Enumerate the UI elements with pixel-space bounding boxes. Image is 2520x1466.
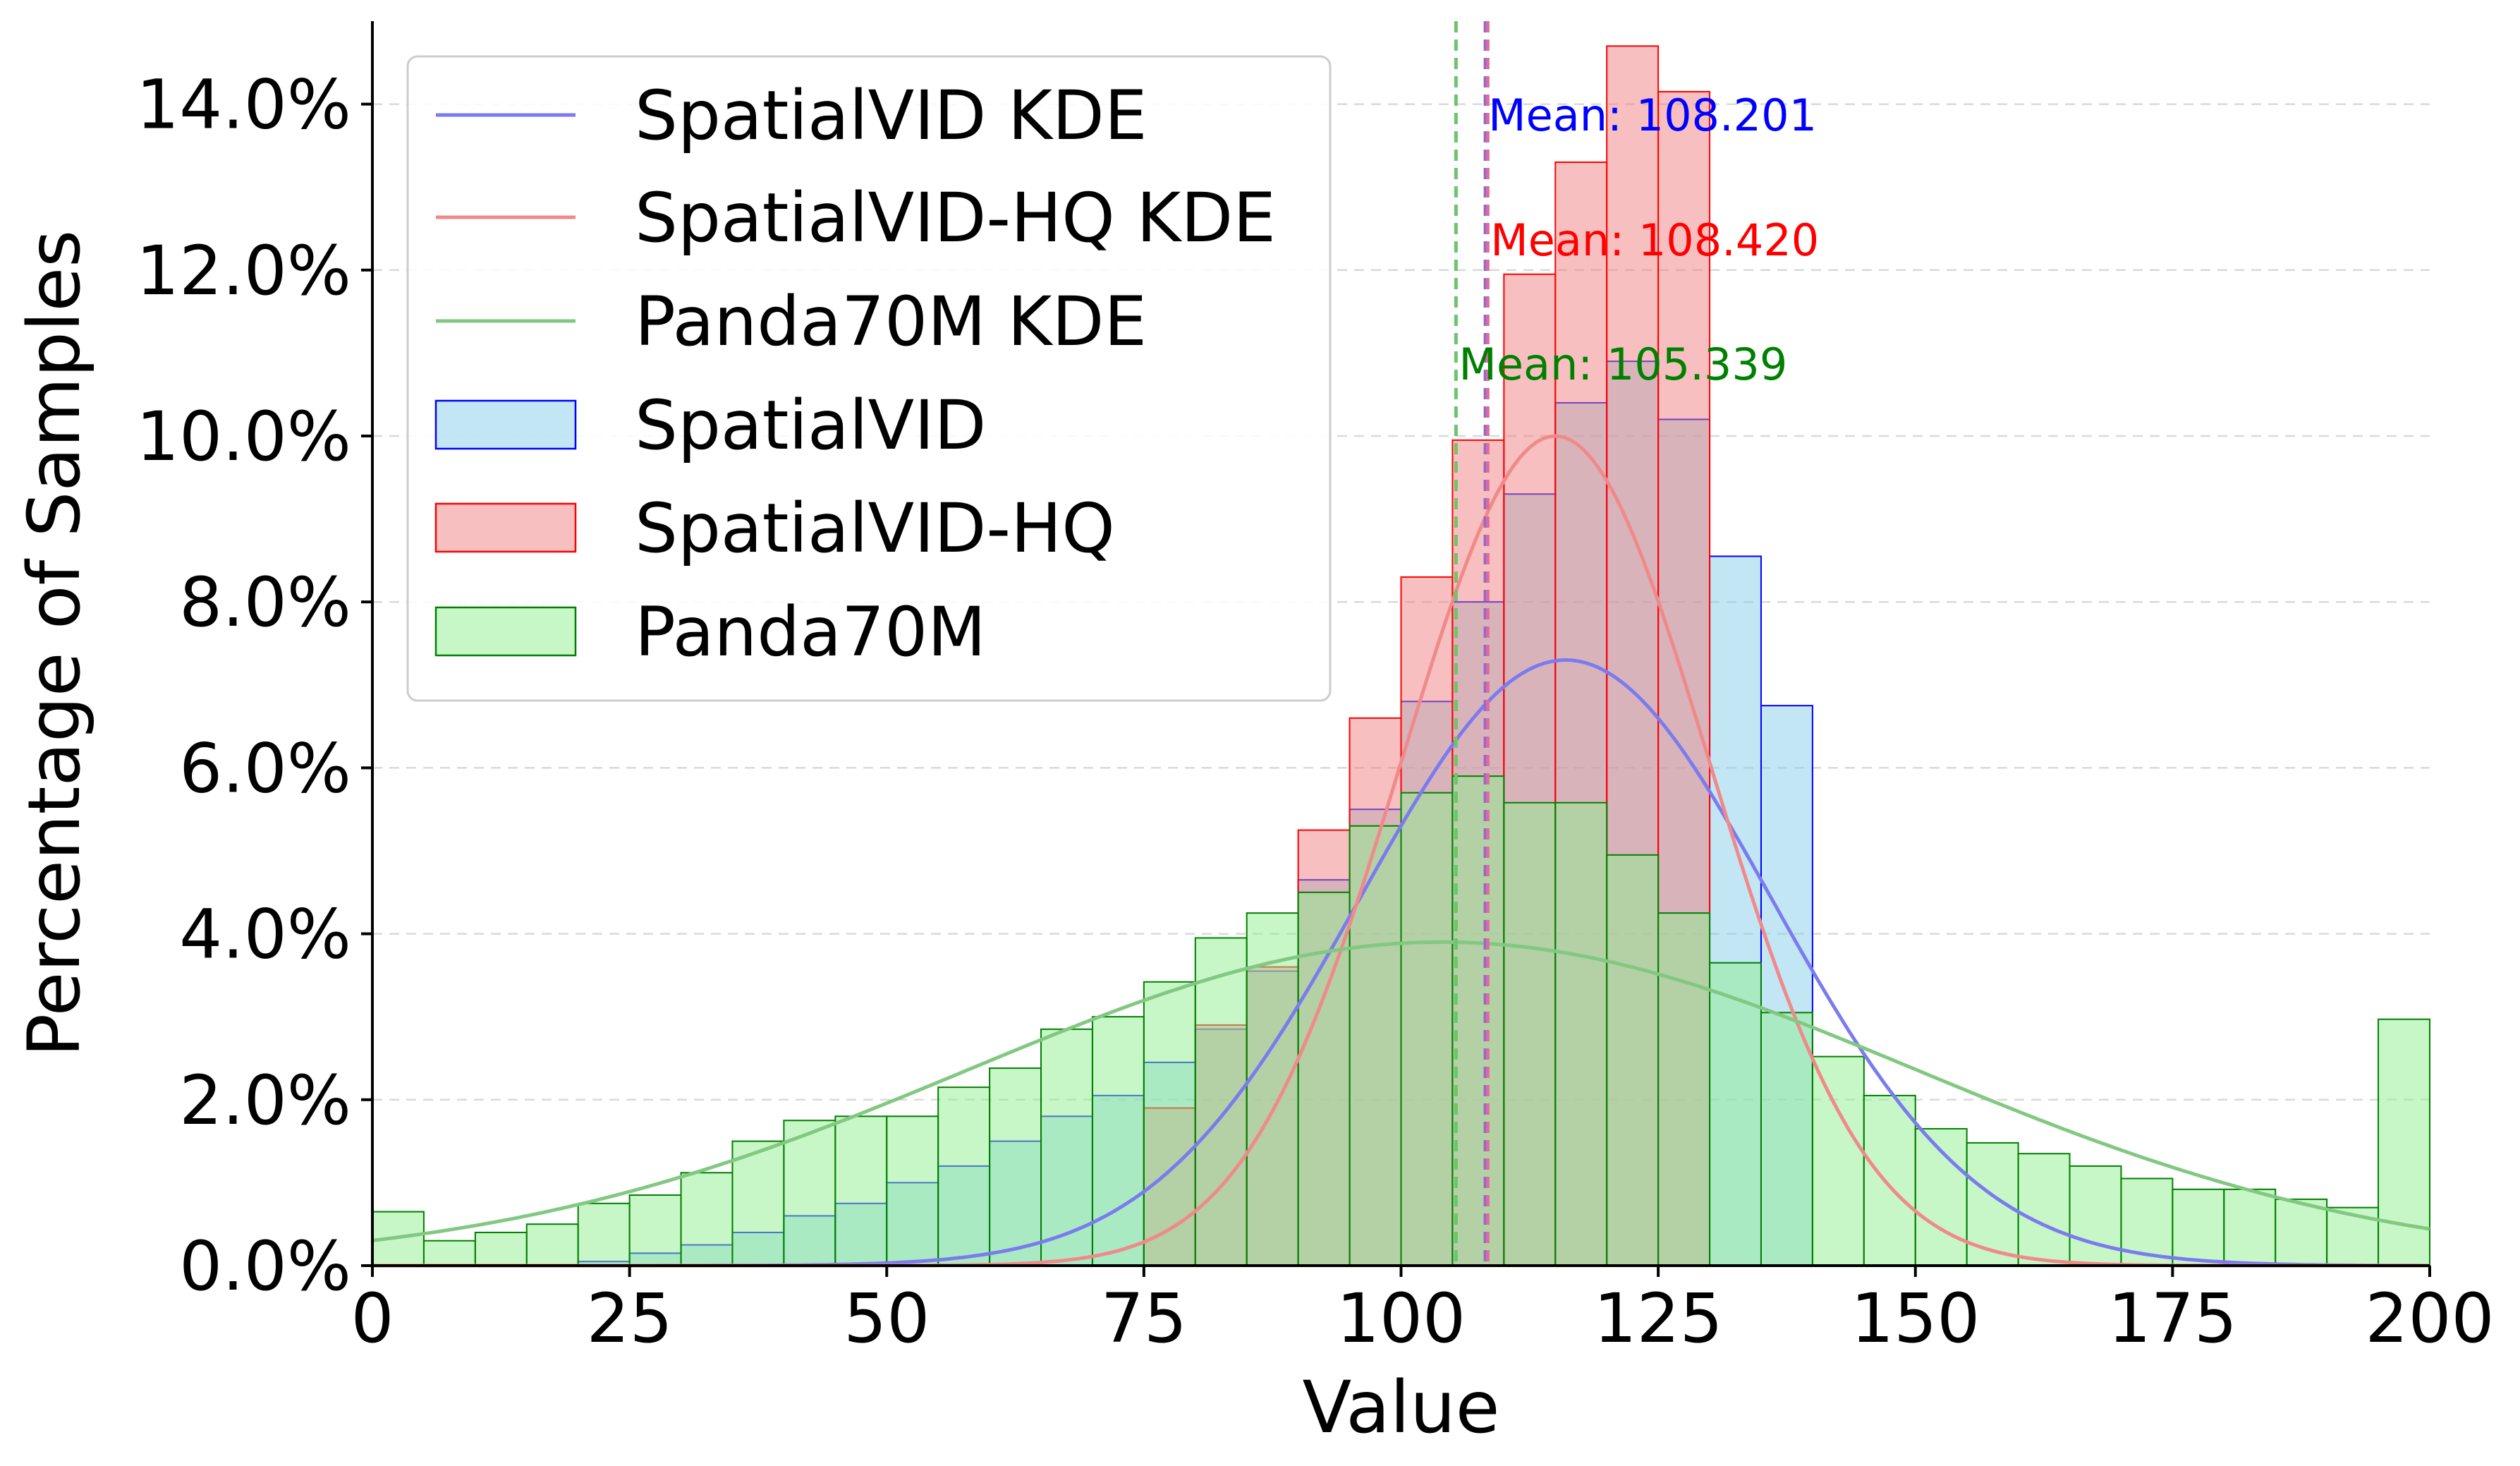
bar-panda70m (1966, 1141, 2019, 1267)
ticks-layer: 0 25 50 75 100 125 150 175 200 0.0% 2.0% 4.0% 6.0% 8.… (136, 66, 2495, 1358)
bar-panda70m (2017, 1153, 2071, 1266)
x-tick-label: 125 (1594, 1279, 1723, 1358)
bar-panda70m (1811, 1055, 1865, 1266)
legend-label: Panda70M KDE (635, 282, 1147, 361)
y-tick-label: 8.0% (179, 563, 351, 642)
x-axis-label: Value (1302, 1366, 1499, 1450)
bar-panda70m (422, 1240, 476, 1266)
x-tick-label: 75 (1101, 1279, 1187, 1358)
y-tick-label: 4.0% (179, 895, 351, 974)
legend-label: SpatialVID KDE (635, 76, 1147, 155)
y-tick-label: 14.0% (136, 66, 351, 145)
x-tick-label: 50 (844, 1279, 930, 1358)
mean-label-spatialvid-hq: Mean: 108.420 (1490, 214, 1819, 266)
bar-panda70m (1091, 1016, 1145, 1266)
mean-label-spatialvid: Mean: 108.201 (1488, 90, 1817, 141)
x-tick-label: 175 (2108, 1279, 2237, 1358)
bar-panda70m (2069, 1165, 2122, 1266)
bar-panda70m (680, 1172, 734, 1266)
bar-panda70m (989, 1067, 1042, 1267)
bar-panda70m (1554, 801, 1608, 1266)
bar-panda70m (1503, 801, 1557, 1266)
bar-panda70m (1040, 1028, 1093, 1266)
bar-panda70m (1194, 937, 1248, 1266)
bar-panda70m (2275, 1198, 2328, 1267)
bar-panda70m (628, 1194, 682, 1267)
bar-panda70m (525, 1223, 579, 1266)
bar-panda70m (937, 1086, 991, 1267)
bar-panda70m (1400, 792, 1454, 1267)
bar-panda70m (1246, 912, 1299, 1266)
legend-patch-swatch (434, 606, 577, 657)
kde-line-panda70m-kde (372, 940, 2430, 1242)
bar-panda70m (1760, 1012, 1813, 1266)
legend-patch-swatch (434, 399, 577, 450)
y-tick-label: 2.0% (179, 1061, 351, 1140)
bars-layer (372, 45, 2430, 1267)
legend-patch-swatch (434, 502, 577, 553)
mean-label-panda70m: Mean: 105.339 (1459, 339, 1787, 390)
bar-panda70m (1451, 775, 1505, 1267)
bar-panda70m (1863, 1094, 1916, 1267)
bar-panda70m (834, 1115, 888, 1266)
y-tick-label: 10.0% (136, 397, 351, 476)
x-tick-label: 25 (587, 1279, 673, 1358)
y-tick-label: 12.0% (136, 231, 351, 310)
bar-panda70m (1709, 962, 1762, 1266)
legend-label: SpatialVID-HQ KDE (635, 178, 1276, 258)
bar-panda70m (1657, 912, 1711, 1266)
legend: SpatialVID KDE SpatialVID-HQ KDE Panda70M … (406, 55, 1332, 702)
bar-panda70m (783, 1120, 836, 1266)
bar-panda70m (1143, 981, 1196, 1266)
bar-panda70m (731, 1140, 785, 1266)
legend-label: SpatialVID (635, 386, 986, 465)
y-tick-label: 6.0% (179, 729, 351, 808)
legend-frame (406, 55, 1332, 702)
bar-panda70m (886, 1115, 939, 1266)
legend-label: Panda70M (635, 593, 986, 672)
mean-lines-layer: Mean: 108.201 Mean: 108.420 Mean: 105.339 (1454, 21, 1819, 1266)
bar-panda70m (2223, 1188, 2277, 1266)
x-tick-label: 200 (2365, 1279, 2494, 1358)
y-tick-label: 0.0% (179, 1227, 351, 1306)
x-tick-label: 100 (1337, 1279, 1466, 1358)
legend-label: SpatialVID-HQ (635, 489, 1115, 568)
bar-panda70m (1606, 854, 1660, 1266)
x-tick-label: 150 (1851, 1279, 1980, 1358)
y-axis-label: Percentage of Samples (13, 230, 97, 1058)
bar-panda70m (474, 1231, 528, 1266)
bar-panda70m (577, 1202, 631, 1267)
x-tick-label: 0 (351, 1279, 394, 1358)
bar-panda70m (2172, 1188, 2225, 1266)
bar-panda70m (1349, 825, 1402, 1266)
